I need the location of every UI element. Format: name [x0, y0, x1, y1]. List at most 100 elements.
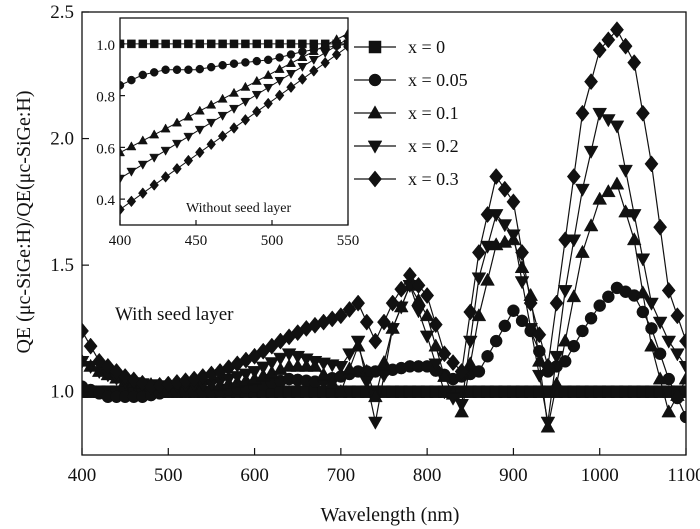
main-marker-3: [264, 357, 280, 371]
inset-x-tick-label: 450: [185, 233, 208, 249]
main-marker-1: [584, 312, 598, 325]
main-marker-2: [678, 371, 686, 385]
main-marker-3: [644, 297, 659, 311]
inset-marker-3: [228, 104, 240, 114]
inset-marker-4: [160, 171, 171, 183]
main-y-tick-label: 2.0: [50, 129, 74, 150]
main-marker-2: [316, 367, 331, 381]
inset-marker-1: [184, 65, 193, 74]
main-marker-2: [575, 244, 590, 258]
main-y-tick-label: 1.5: [50, 255, 74, 276]
inset-marker-4: [274, 89, 285, 102]
inset-marker-1: [252, 56, 262, 66]
main-marker-4: [428, 316, 443, 334]
inset-marker-3: [137, 160, 148, 170]
legend-marker-0: [368, 40, 382, 54]
main-marker-4: [661, 281, 676, 299]
inset-x-tick-label: 400: [109, 233, 132, 249]
legend-marker-3: [367, 140, 383, 154]
inset-marker-4: [195, 146, 205, 159]
inset-marker-3: [320, 49, 331, 58]
main-marker-4: [454, 362, 469, 380]
main-marker-2: [368, 389, 383, 403]
main-marker-4: [506, 193, 521, 211]
main-marker-4: [109, 362, 124, 380]
main-marker-3: [342, 348, 357, 362]
main-marker-2: [531, 353, 547, 367]
inset-marker-4: [183, 154, 194, 167]
inset-marker-1: [138, 70, 148, 80]
inset-x-tick-label: 550: [337, 233, 360, 249]
inset-marker-2: [206, 99, 217, 109]
legend-marker-1: [368, 73, 382, 87]
main-marker-4: [92, 352, 107, 370]
legend-label-0: x = 0: [408, 37, 445, 57]
main-marker-4: [411, 276, 426, 294]
main-marker-1: [481, 350, 494, 363]
inset-marker-3: [285, 69, 297, 79]
inset-marker-2: [297, 52, 308, 61]
main-marker-3: [255, 361, 271, 375]
main-marker-2: [557, 333, 573, 347]
inset-marker-0: [218, 39, 227, 49]
main-series-group: [82, 21, 686, 433]
inset-frame: [119, 17, 349, 226]
inset-marker-3: [342, 35, 348, 45]
main-marker-2: [635, 285, 651, 299]
main-y-tick-label: 1.0: [50, 382, 74, 403]
inset-marker-3: [308, 56, 319, 65]
inset-marker-2: [240, 81, 251, 91]
main-marker-1: [593, 299, 606, 312]
inset-marker-4: [286, 81, 296, 94]
main-marker-2: [324, 375, 340, 389]
main-marker-3: [497, 219, 513, 233]
main-marker-1: [498, 319, 512, 333]
main-marker-4: [549, 294, 564, 312]
inset-marker-3: [126, 167, 137, 177]
main-marker-4: [618, 37, 633, 55]
inset-marker-2: [126, 141, 137, 151]
main-marker-4: [342, 300, 357, 318]
inset-y-tick-label: 0.4: [96, 193, 115, 209]
main-marker-2: [419, 308, 435, 322]
main-marker-4: [471, 243, 486, 261]
inset-marker-3: [240, 97, 251, 107]
main-marker-3: [549, 350, 564, 364]
main-x-tick-label: 600: [240, 465, 269, 486]
legend-label-1: x = 0.05: [408, 70, 468, 90]
main-marker-2: [661, 404, 677, 418]
main-marker-2: [437, 368, 452, 382]
inset-marker-1: [120, 81, 125, 90]
main-marker-4: [100, 357, 115, 375]
main-marker-2: [333, 384, 349, 398]
inset-marker-0: [252, 39, 262, 49]
main-marker-3: [540, 416, 556, 430]
inset-y-tick-label: 0.8: [96, 90, 115, 106]
inset-marker-1: [206, 62, 216, 72]
inset-marker-0: [184, 39, 193, 49]
main-marker-3: [247, 366, 262, 380]
main-marker-4: [644, 155, 659, 173]
main-marker-4: [377, 313, 391, 331]
inset-marker-3: [120, 174, 126, 184]
main-marker-3: [428, 358, 444, 372]
inset-marker-2: [160, 123, 171, 133]
main-marker-3: [273, 352, 288, 366]
inset-marker-0: [275, 39, 284, 49]
main-marker-3: [480, 240, 495, 254]
inset-marker-0: [206, 39, 216, 49]
inset-marker-2: [308, 46, 319, 56]
inset-marker-4: [138, 187, 148, 199]
main-marker-4: [437, 345, 452, 363]
inset-marker-3: [297, 62, 308, 72]
inset-x-tick-label: 500: [261, 233, 284, 249]
inset-marker-4: [252, 105, 262, 118]
main-marker-4: [601, 31, 616, 49]
legend-marker-2: [367, 105, 383, 119]
inset-marker-3: [160, 146, 171, 156]
inset-marker-4: [206, 138, 216, 151]
main-marker-2: [644, 338, 659, 352]
main-marker-2: [480, 272, 495, 286]
inset-marker-3: [194, 125, 205, 135]
